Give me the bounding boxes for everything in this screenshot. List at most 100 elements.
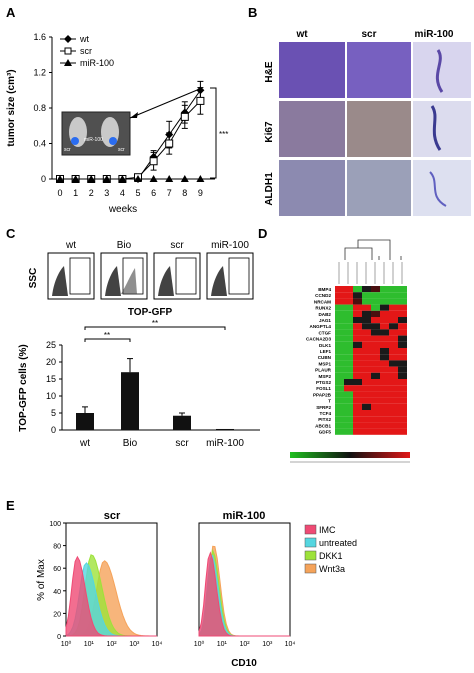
panel-letter-e: E — [6, 498, 15, 513]
d-heatmap-cell — [398, 286, 407, 293]
d-heatmap-cell — [344, 310, 353, 317]
a-y-tick-label: 1.6 — [33, 32, 46, 42]
c-flow-plot-frame — [153, 252, 201, 300]
b-image-ki67-wt — [279, 101, 345, 157]
d-heatmap-cell — [371, 335, 380, 342]
d-gene-label: FOSL1 — [316, 386, 331, 391]
a-x-tick-label: 2 — [89, 188, 94, 198]
d-heatmap-cell — [389, 329, 398, 336]
b-ki67-vessel — [430, 105, 442, 151]
d-heatmap-cell — [389, 416, 398, 423]
d-heatmap-cell — [344, 354, 353, 361]
d-heatmap-cell — [344, 341, 353, 348]
a-x-tick-label: 9 — [198, 188, 203, 198]
d-color-scale-bar — [290, 452, 410, 458]
c-category-label: Bio — [123, 438, 138, 449]
d-heatmap-cell — [353, 304, 362, 311]
a-mouse-inset-photo: scr miR-100 scr — [61, 111, 131, 156]
d-gene-label: PTGS2 — [316, 380, 332, 385]
inset-label-2: miR-100 — [84, 137, 103, 143]
d-heatmap-cell — [335, 317, 344, 324]
d-heatmap-cell — [353, 379, 362, 386]
d-heatmap-cell — [344, 379, 353, 386]
c-y-tick-label: 5 — [51, 408, 56, 418]
a-x-tick-label: 7 — [167, 188, 172, 198]
d-heatmap-cell — [371, 317, 380, 324]
d-heatmap-cell — [380, 317, 389, 324]
e-y-ticks: 0 20 40 60 80 100 — [49, 521, 66, 641]
b-row-aldh1: ALDH1 — [264, 172, 275, 206]
d-heatmap-cell — [389, 292, 398, 299]
d-heatmap-cell — [344, 323, 353, 330]
d-heatmap-cell — [371, 360, 380, 367]
inset-label-1: scr — [64, 147, 71, 153]
d-heatmap-cells — [335, 286, 407, 435]
d-heatmap-cell — [380, 341, 389, 348]
a-point-mir100 — [196, 175, 205, 182]
e-subplot-title-scr: scr — [104, 510, 121, 522]
d-heatmap-cell — [380, 335, 389, 342]
c-bar-miR-100 — [216, 428, 234, 430]
inset-label-3: scr — [118, 147, 125, 153]
d-heatmap-cell — [362, 310, 371, 317]
d-heatmap-cell — [389, 428, 398, 435]
d-heatmap-cell — [371, 304, 380, 311]
e-x-tick-label: 10³ — [129, 641, 140, 648]
d-heatmap-cell — [353, 317, 362, 324]
d-heatmap-cell — [335, 329, 344, 336]
d-heatmap-cell — [398, 298, 407, 305]
d-gene-label: ANGPTL4 — [310, 324, 332, 329]
d-heatmap-cell — [380, 298, 389, 305]
d-heatmap-cell — [335, 310, 344, 317]
b-col-wt: wt — [295, 29, 308, 40]
d-heatmap-cell — [371, 391, 380, 398]
d-heatmap-cell — [398, 372, 407, 379]
c-sig-label-1: ** — [104, 331, 110, 340]
e-legend-label: IMC — [319, 525, 336, 535]
d-heatmap-cell — [380, 286, 389, 293]
d-gene-label: MSP1 — [318, 361, 331, 366]
d-heatmap-cell — [362, 341, 371, 348]
d-heatmap-cell — [353, 385, 362, 392]
d-heatmap-cell — [344, 298, 353, 305]
d-gene-label: T — [328, 399, 331, 404]
legend-diamond-marker — [64, 35, 72, 43]
d-heatmap-cell — [371, 292, 380, 299]
d-heatmap-cell — [389, 403, 398, 410]
d-heatmap-cell — [344, 304, 353, 311]
d-heatmap-cell — [389, 372, 398, 379]
d-heatmap-cell — [335, 372, 344, 379]
panel-letter-b: B — [248, 5, 257, 20]
d-heatmap-cell — [353, 329, 362, 336]
d-heatmap-cell — [335, 354, 344, 361]
d-heatmap-cell — [362, 348, 371, 355]
c-bar-wt — [76, 413, 94, 430]
a-point-mir100 — [134, 175, 142, 182]
d-heatmap-cell — [353, 391, 362, 398]
e-legend-swatch — [304, 537, 317, 548]
d-heatmap-cell — [335, 323, 344, 330]
d-heatmap-cell — [380, 422, 389, 429]
d-heatmap-cell — [389, 360, 398, 367]
e-legend-label: untreated — [319, 538, 357, 548]
d-gene-label: NRCAM — [314, 299, 331, 304]
d-heatmap-cell — [380, 360, 389, 367]
d-heatmap-cell — [398, 341, 407, 348]
d-heatmap-cell — [344, 292, 353, 299]
d-heatmap-cell — [335, 416, 344, 423]
d-heatmap-cell — [371, 403, 380, 410]
d-gene-label: DAB2 — [318, 312, 331, 317]
e-legend-label: Wnt3a — [319, 564, 345, 574]
b-row-he: H&E — [264, 61, 275, 82]
a-y-tick-label: 0 — [41, 174, 46, 184]
d-column-labels — [338, 262, 403, 284]
c-y-ticks: 0 5 10 15 20 25 — [46, 340, 62, 435]
a-point-mir100 — [87, 175, 96, 182]
e-y-tick-label: 100 — [49, 521, 61, 528]
d-heatmap-cell — [371, 341, 380, 348]
a-y-tick-label: 0.8 — [33, 103, 46, 113]
d-heatmap-cell — [344, 391, 353, 398]
d-heatmap-cell — [362, 372, 371, 379]
a-point-scr — [149, 157, 158, 166]
